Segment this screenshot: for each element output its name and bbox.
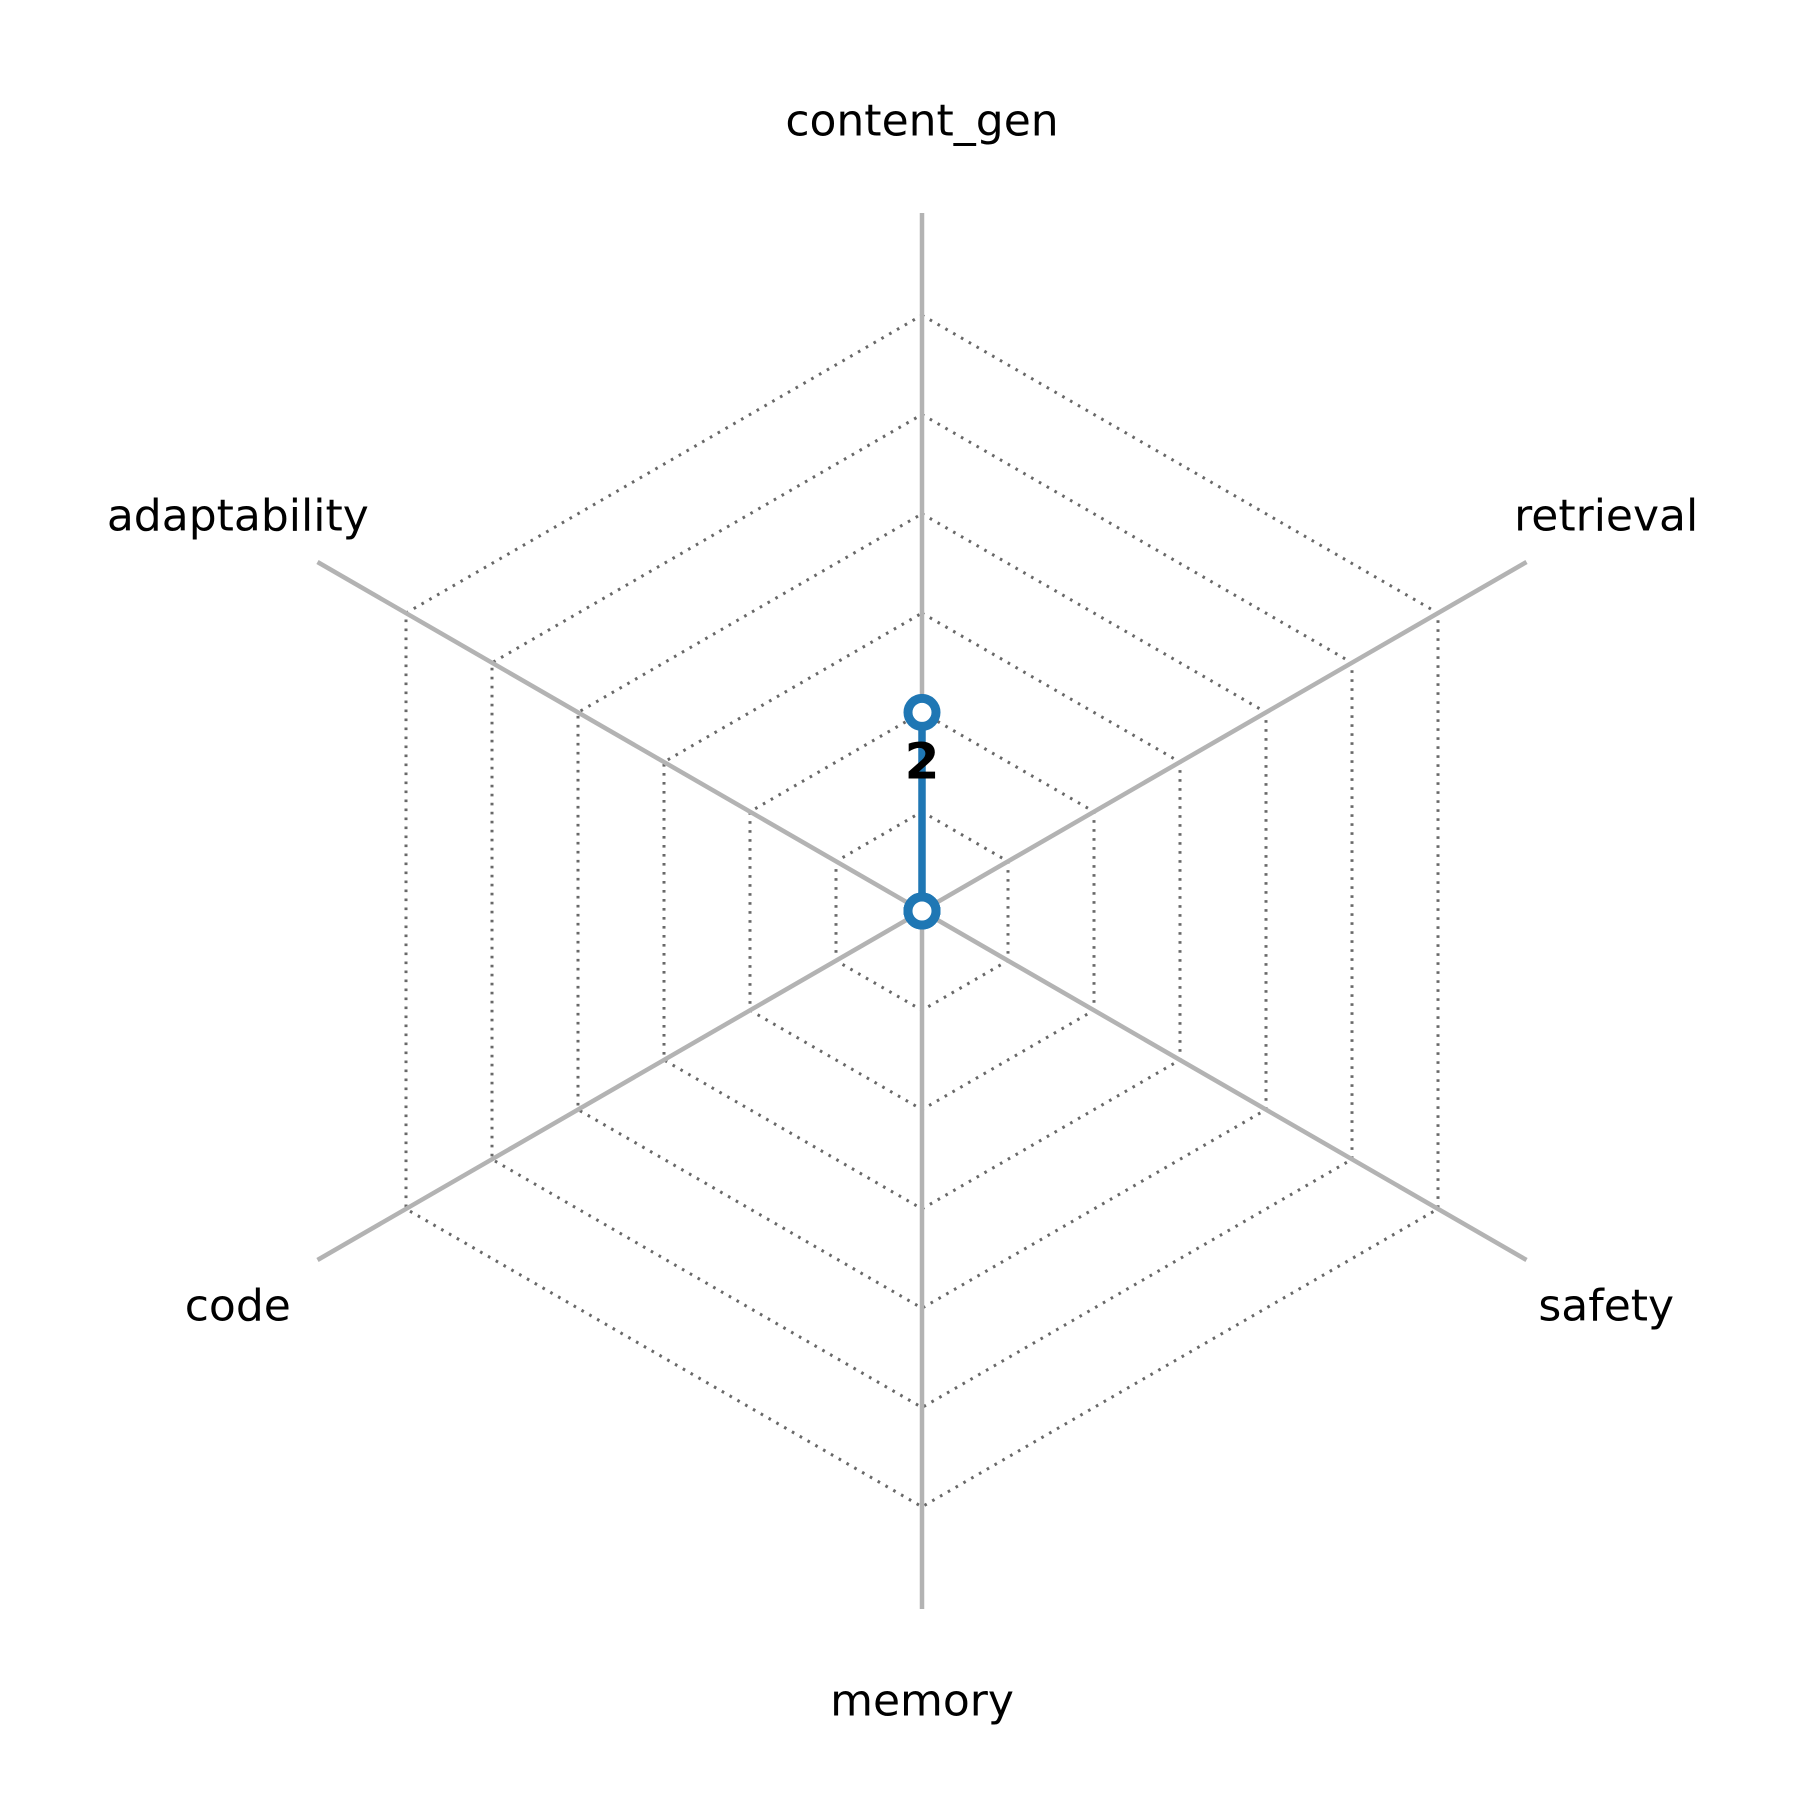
data-point-marker-content_gen (903, 693, 941, 731)
axis-line-retrieval (920, 560, 1528, 913)
axis-label-content_gen: content_gen (785, 96, 1058, 147)
axis-label-safety: safety (1538, 1281, 1674, 1332)
axis-line-adaptability (316, 560, 924, 913)
axis-label-code: code (185, 1281, 291, 1332)
axis-label-adaptability: adaptability (107, 491, 369, 542)
axis-label-memory: memory (830, 1676, 1014, 1727)
axis-label-retrieval: retrieval (1514, 491, 1698, 542)
axis-line-safety (920, 909, 1528, 1262)
axis-line-code (316, 909, 924, 1262)
data-point-marker-adaptability (903, 892, 941, 930)
data-point-value-label: 2 (905, 732, 940, 790)
